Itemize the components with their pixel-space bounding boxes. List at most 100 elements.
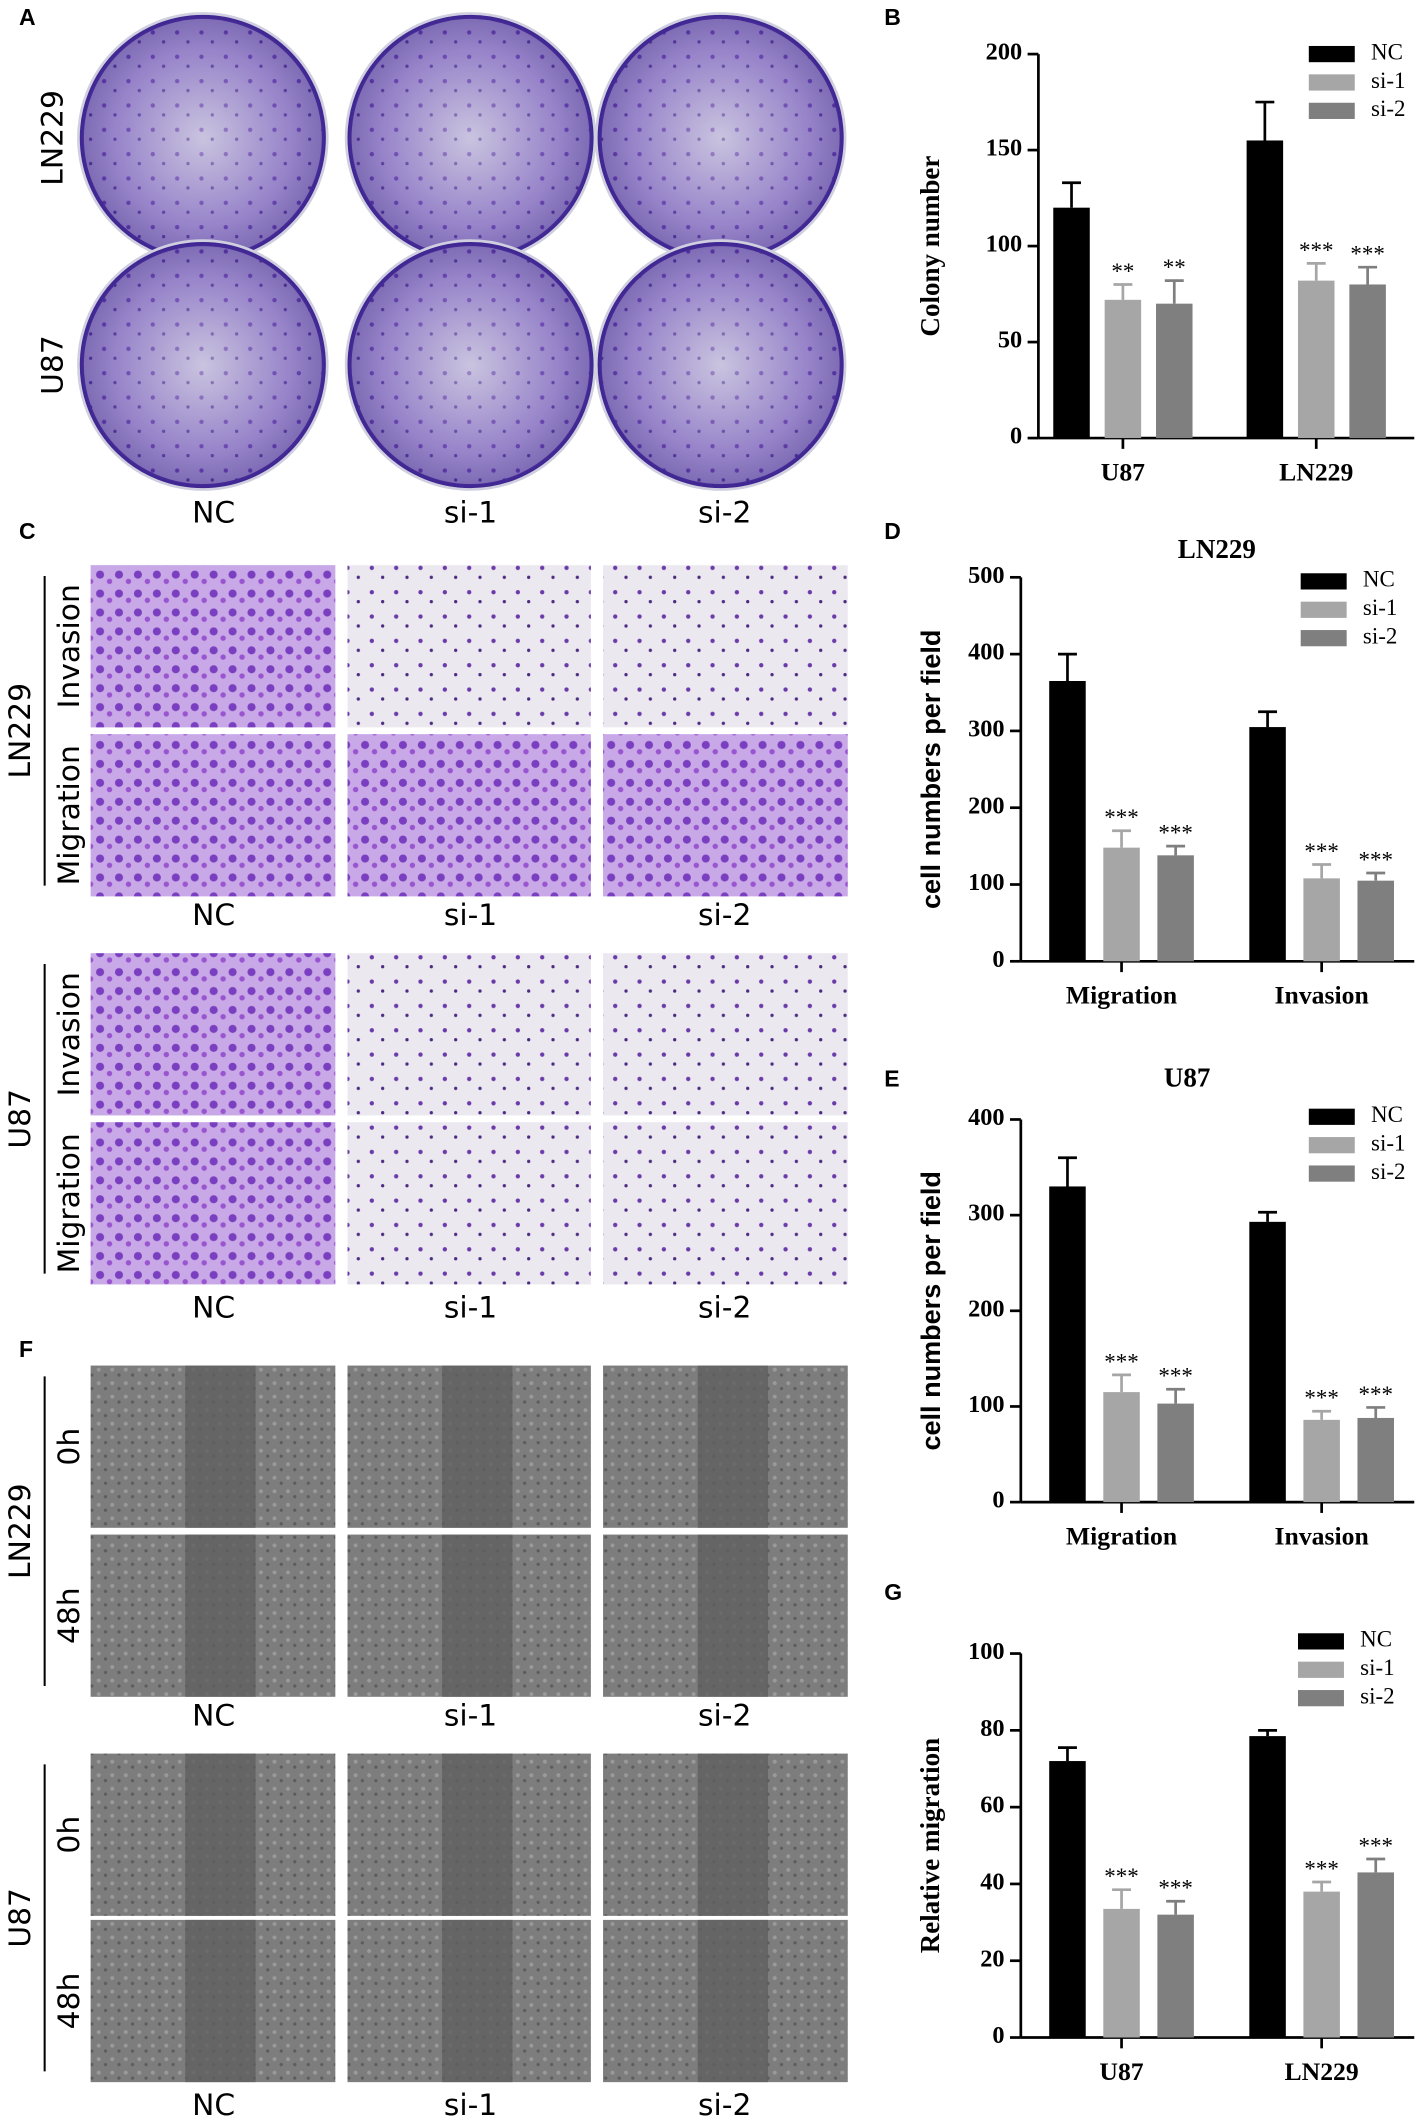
y-tick-label: 60 [980, 1792, 1004, 1819]
row-label: LN229 [36, 90, 71, 186]
error-bar [1164, 279, 1184, 304]
row-label: 48h [52, 1973, 87, 2030]
legend-label: si-1 [1360, 1655, 1394, 1680]
wound-gap [697, 1365, 768, 1528]
column-label: si-2 [698, 1290, 751, 1325]
y-tick-label: 40 [980, 1869, 1004, 1896]
y-tick-label: 400 [968, 639, 1005, 666]
x-tick-label: Migration [1066, 981, 1177, 1010]
y-tick-label: 300 [968, 1200, 1005, 1227]
bar [1053, 207, 1090, 439]
micrograph [603, 734, 848, 897]
micrograph [603, 1122, 848, 1285]
significance-label: *** [1304, 839, 1338, 864]
column-label: si-2 [698, 898, 751, 933]
bar [1297, 280, 1335, 439]
significance-label: *** [1350, 242, 1384, 267]
error-bar [1312, 1880, 1332, 1892]
x-tick-label: Migration [1066, 1522, 1177, 1551]
y-tick-label: 500 [968, 562, 1005, 589]
column-label: NC [192, 898, 235, 933]
significance-label: *** [1359, 847, 1393, 872]
legend-label: NC [1363, 567, 1395, 592]
x-tick-label: U87 [1101, 457, 1145, 486]
panel-letter: E [884, 1065, 899, 1091]
group-label: U87 [3, 1089, 38, 1149]
dish-spots [83, 18, 322, 257]
column-label: si-2 [698, 495, 751, 530]
significance-label: *** [1104, 1864, 1138, 1889]
x-tick-label: U87 [1099, 2057, 1143, 2086]
bar [1357, 880, 1394, 962]
y-tick-label: 50 [998, 327, 1022, 354]
y-axis-label: Colony number [915, 156, 945, 337]
legend-label: si-1 [1363, 595, 1397, 620]
bar [1303, 878, 1340, 962]
micrograph [90, 1122, 336, 1285]
micrograph [90, 565, 336, 728]
column-label: si-1 [444, 898, 497, 933]
significance-label: ** [1163, 255, 1186, 280]
y-tick-label: 150 [986, 135, 1023, 162]
column-label: NC [192, 1290, 235, 1325]
legend-swatch [1297, 1633, 1344, 1650]
significance-label: *** [1158, 1364, 1192, 1389]
bar-chart: 0 100 200 300 400 U87 cell numbers per field Mi… [916, 1062, 1415, 1551]
column-label: NC [192, 495, 235, 530]
wound-gap [185, 1919, 256, 2083]
error-bar [1366, 1406, 1386, 1418]
significance-label: *** [1359, 1382, 1393, 1407]
column-label: si-1 [444, 2088, 497, 2120]
error-bar [1058, 652, 1077, 681]
wound-gap [697, 1919, 768, 2083]
legend-label: NC [1371, 1102, 1403, 1127]
row-label: Migration [52, 745, 87, 885]
legend-label: si-2 [1371, 1159, 1405, 1184]
y-tick-label: 20 [980, 1945, 1004, 1972]
x-tick-label: Invasion [1275, 981, 1369, 1010]
legend-label: si-1 [1371, 68, 1405, 93]
column-label: si-1 [444, 495, 497, 530]
error-bar [1258, 1210, 1278, 1222]
column-label: si-1 [444, 1290, 497, 1325]
y-tick-label: 200 [968, 1295, 1005, 1322]
y-tick-label: 0 [992, 946, 1004, 973]
row-label: Invasion [52, 972, 87, 1096]
legend-swatch [1308, 74, 1355, 91]
error-bar [1058, 1156, 1077, 1187]
legend-swatch [1300, 573, 1347, 590]
chart-title: LN229 [1178, 534, 1256, 564]
significance-label: *** [1158, 1876, 1192, 1901]
dish-spots [351, 246, 590, 485]
row-label: 0h [52, 1428, 87, 1466]
bar [1349, 284, 1386, 439]
error-bar [1306, 261, 1326, 281]
y-axis-label: Relative migration [915, 1738, 945, 1953]
significance-label: *** [1304, 1856, 1338, 1881]
micrograph [347, 953, 591, 1116]
panel-letter: A [19, 4, 36, 30]
y-axis-label: cell numbers per field [916, 630, 946, 909]
panel-letter: B [884, 4, 901, 30]
bar [1357, 1872, 1394, 2038]
group-label: U87 [3, 1888, 38, 1948]
bar [1157, 1914, 1194, 2038]
significance-label: *** [1304, 1386, 1338, 1411]
bar [1249, 727, 1286, 962]
significance-label: *** [1104, 1349, 1138, 1374]
column-label: si-2 [698, 2088, 751, 2120]
y-tick-label: 0 [1010, 423, 1022, 450]
bar [1249, 1736, 1286, 2038]
bar [1103, 847, 1140, 962]
bar [1104, 299, 1142, 439]
y-tick-label: 0 [992, 1487, 1004, 1514]
wound-gap [185, 1534, 256, 1697]
legend-label: si-2 [1363, 623, 1397, 648]
error-bar [1358, 265, 1378, 285]
significance-label: *** [1104, 805, 1138, 830]
significance-label: ** [1111, 259, 1134, 284]
micrograph [347, 1122, 591, 1285]
wound-gap [442, 1753, 513, 1916]
column-label: NC [192, 2088, 235, 2120]
